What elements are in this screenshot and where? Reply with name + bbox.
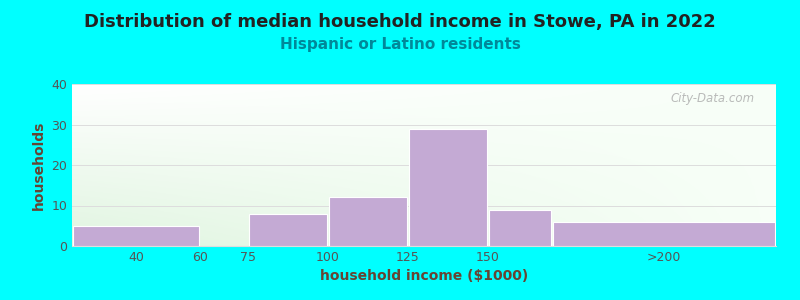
Bar (489, 209, 551, 246)
Bar (409, 128, 487, 246)
X-axis label: household income ($1000): household income ($1000) (320, 269, 528, 284)
Text: City-Data.com: City-Data.com (670, 92, 755, 105)
Text: Distribution of median household income in Stowe, PA in 2022: Distribution of median household income … (84, 14, 716, 32)
Text: Hispanic or Latino residents: Hispanic or Latino residents (279, 38, 521, 52)
Y-axis label: households: households (32, 120, 46, 210)
Bar (73, 226, 199, 246)
Bar (329, 197, 407, 246)
Bar (249, 214, 327, 246)
Bar (553, 222, 775, 246)
